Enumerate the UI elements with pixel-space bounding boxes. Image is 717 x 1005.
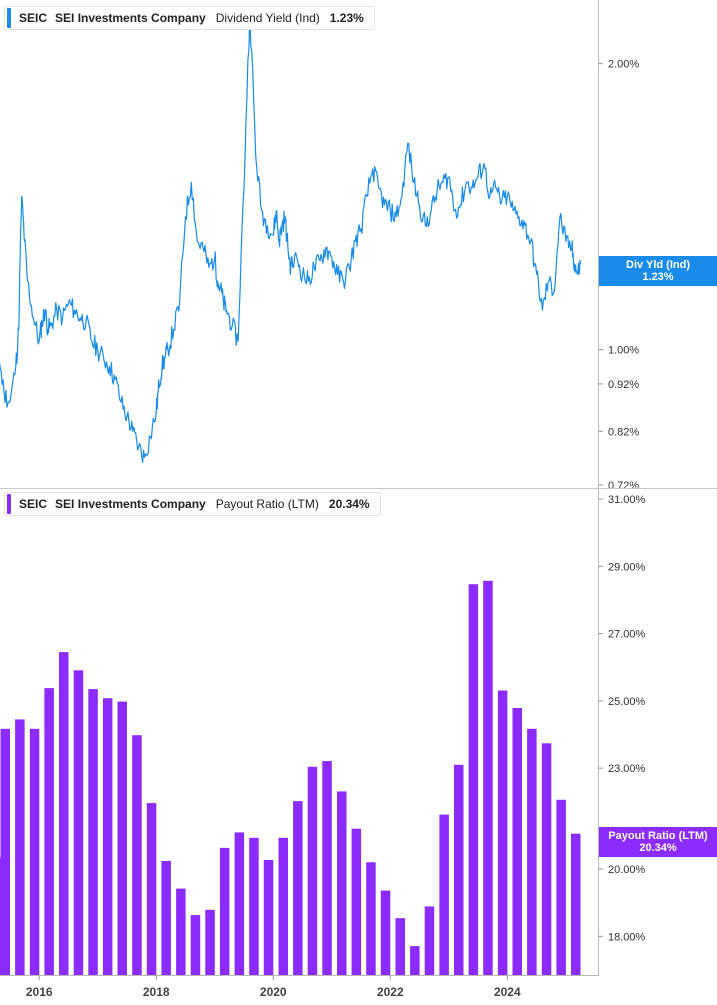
payout-ratio-bar [527,728,537,975]
payout-ratio-bar [73,670,84,975]
payout-ratio-bar [15,719,25,975]
tag-value: 20.34% [639,842,677,854]
y-tick-label: 0.82% [608,426,639,438]
payout-ratio-bar [483,580,493,975]
dividend-yield-panel: 2.00% 1.00% 0.92% 0.82% 0.72% [0,0,639,492]
legend-ticker: SEIC [19,11,48,25]
legend-swatch [7,8,11,28]
payout-ratio-bar [395,918,405,975]
payout-ratio-bar [380,890,391,975]
x-tick-label: 2020 [260,985,287,999]
legend-value: 20.34% [328,497,370,511]
x-tick-label: 2024 [494,985,521,999]
payout-ratio-bar [571,833,581,975]
payout-ratio-bar [556,799,566,975]
legend-company: SEI Investments Company [55,497,206,511]
payout-ratio-panel: 31.00%29.00%27.00%25.00%23.00%21.00%20.0… [0,489,646,975]
y-tick-label: 0.72% [608,480,639,492]
payout-ratio-bar [424,906,435,975]
payout-ratio-bar [44,688,54,975]
x-tick-label: 2018 [143,985,170,999]
payout-ratio-bar [88,689,98,975]
payout-ratio-bar [454,764,464,975]
payout-ratio-bar [29,728,40,975]
y-tick-label: 27.00% [608,629,646,641]
payout-ratio-bar [117,701,127,975]
dividend-yield-value-tag: Div Yld (Ind) 1.23% [599,256,717,286]
payout-ratio-bar [322,761,332,975]
x-tick-label: 2022 [377,985,404,999]
tag-label: Div Yld (Ind) [626,259,690,271]
payout-ratio-bar [541,743,552,975]
x-tick-label: 2016 [26,985,53,999]
y-tick-label: 1.00% [608,345,639,357]
legend-swatch [7,494,11,514]
payout-ratio-bar [219,847,230,975]
y-tick-label: 25.00% [608,696,646,708]
payout-ratio-bar [263,860,274,975]
payout-ratio-bar [59,652,69,975]
payout-ratio-bar [439,814,449,975]
y-tick-label: 0.92% [608,379,639,391]
payout-ratio-bar [161,861,171,975]
payout-ratio-value-tag: Payout Ratio (LTM) 20.34% [599,827,717,857]
payout-ratio-bar [0,728,10,975]
legend-ticker: SEIC [19,497,48,511]
payout-ratio-legend: SEIC SEI Investments Company Payout Rati… [4,492,381,516]
payout-ratio-bars [0,580,581,975]
payout-ratio-bar [512,708,522,975]
tag-label: Payout Ratio (LTM) [608,830,708,842]
y-tick-label: 18.00% [608,931,646,943]
y-tick-label: 2.00% [608,59,639,71]
y-tick-label: 23.00% [608,763,646,775]
payout-ratio-bar [249,837,259,975]
legend-metric: Payout Ratio (LTM) [215,497,319,511]
payout-ratio-bar [307,766,318,975]
tag-value: 1.23% [642,271,674,283]
y-tick-label: 20.00% [608,864,646,876]
payout-ratio-bar [146,803,157,975]
payout-ratio-bar [176,888,186,975]
payout-ratio-bar [132,735,142,975]
payout-ratio-bar [234,832,245,975]
dividend-yield-line [0,14,581,464]
y-tick-label: 31.00% [608,494,646,506]
payout-ratio-bar [468,584,479,975]
payout-ratio-bar [102,698,113,975]
payout-ratio-bar [278,837,288,975]
payout-ratio-bar [337,791,347,975]
payout-ratio-bar [351,828,362,975]
payout-ratio-y-axis: 31.00%29.00%27.00%25.00%23.00%21.00%20.0… [598,494,646,943]
legend-company: SEI Investments Company [55,11,206,25]
payout-ratio-bar [410,946,420,975]
legend-value: 1.23% [329,11,364,25]
legend-metric: Dividend Yield (Ind) [215,11,320,25]
payout-ratio-bar [190,915,201,975]
x-axis: 2016 2018 2020 2022 2024 [26,975,521,999]
payout-ratio-bar [366,862,376,975]
payout-ratio-bar [497,690,508,975]
dividend-yield-legend: SEIC SEI Investments Company Dividend Yi… [4,6,375,30]
y-tick-label: 29.00% [608,561,646,573]
payout-ratio-bar [0,857,10,975]
payout-ratio-bar [293,801,303,975]
payout-ratio-bar [205,909,215,975]
